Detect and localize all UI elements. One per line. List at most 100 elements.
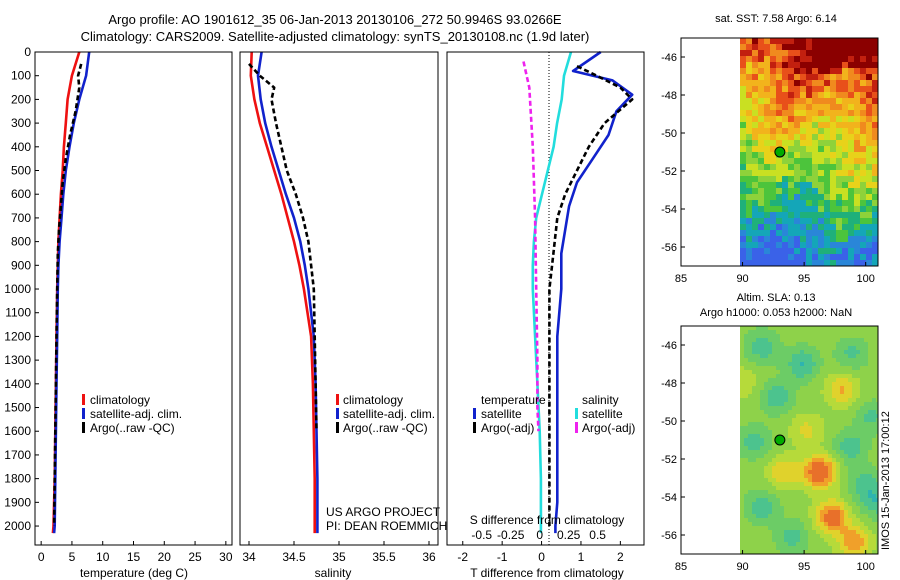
sla-cell (772, 502, 776, 506)
depth-tick-label: 1500 (4, 401, 31, 415)
sst-cell (800, 50, 806, 56)
sla-cell (836, 366, 840, 370)
sla-cell (800, 426, 804, 430)
sla-cell (832, 350, 836, 354)
sst-cell (788, 86, 794, 92)
depth-tick-label: 1000 (4, 282, 31, 296)
sla-cell (800, 422, 804, 426)
sla-cell (816, 510, 820, 514)
sla-cell (800, 538, 804, 542)
sst-cell (746, 254, 752, 260)
sla-cell (872, 430, 876, 434)
sla-cell (784, 450, 788, 454)
sst-cell (800, 62, 806, 68)
sst-cell (854, 134, 860, 140)
sst-cell (746, 140, 752, 146)
sla-cell (740, 474, 744, 478)
sla-cell (792, 394, 796, 398)
sla-cell (876, 382, 878, 386)
sst-cell (818, 230, 824, 236)
sla-cell (740, 446, 744, 450)
sst-cell (830, 80, 836, 86)
sla-cell (780, 326, 784, 330)
sla-cell (824, 346, 828, 350)
sst-cell (872, 254, 878, 260)
sla-cell (876, 422, 878, 426)
sla-cell (792, 530, 796, 534)
sla-cell (780, 514, 784, 518)
sst-cell (770, 140, 776, 146)
sst-cell (854, 80, 860, 86)
sla-cell (868, 482, 872, 486)
sla-cell (824, 534, 828, 538)
sst-cell (806, 212, 812, 218)
sst-cell (800, 170, 806, 176)
sst-cell (836, 122, 842, 128)
sla-cell (860, 486, 864, 490)
sla-cell (776, 546, 780, 550)
sla-cell (740, 330, 744, 334)
sla-cell (852, 510, 856, 514)
sst-cell (758, 44, 764, 50)
sla-cell (824, 510, 828, 514)
sla-cell (760, 462, 764, 466)
sla-cell (836, 426, 840, 430)
sla-cell (852, 426, 856, 430)
sla-cell (748, 462, 752, 466)
sst-cell (782, 200, 788, 206)
sla-cell (868, 362, 872, 366)
sla-cell (768, 466, 772, 470)
sla-cell (852, 338, 856, 342)
sla-cell (856, 354, 860, 358)
sla-cell (844, 466, 848, 470)
sst-cell (764, 104, 770, 110)
sst-cell (764, 158, 770, 164)
sst-cell (860, 80, 866, 86)
sla-cell (816, 410, 820, 414)
sla-cell (772, 538, 776, 542)
sst-cell (752, 128, 758, 134)
sla-cell (828, 546, 832, 550)
sla-cell (744, 470, 748, 474)
sla-cell (760, 526, 764, 530)
sla-cell (816, 478, 820, 482)
sla-cell (864, 518, 868, 522)
sst-cell (860, 158, 866, 164)
sla-cell (816, 502, 820, 506)
sla-cell (840, 518, 844, 522)
sla-cell (804, 418, 808, 422)
sla-cell (844, 450, 848, 454)
sst-cell (824, 230, 830, 236)
sla-cell (740, 414, 744, 418)
sst-cell (788, 206, 794, 212)
sla-cell (872, 526, 876, 530)
sla-cell (832, 438, 836, 442)
sla-cell (844, 534, 848, 538)
sla-cell (784, 362, 788, 366)
sla-cell (748, 474, 752, 478)
sla-cell (860, 354, 864, 358)
sla-cell (868, 494, 872, 498)
sla-cell (788, 474, 792, 478)
sla-cell (872, 398, 876, 402)
sla-cell (792, 386, 796, 390)
sla-cell (852, 546, 856, 550)
sla-cell (840, 366, 844, 370)
sst-cell (872, 206, 878, 212)
sla-cell (876, 374, 878, 378)
sla-cell (868, 418, 872, 422)
sst-cell (812, 104, 818, 110)
sla-cell (856, 366, 860, 370)
sla-cell (804, 398, 808, 402)
sla-cell (832, 398, 836, 402)
sla-cell (848, 330, 852, 334)
sst-cell (788, 110, 794, 116)
sst-cell (818, 56, 824, 62)
sst-cell (818, 134, 824, 140)
sst-cell (824, 260, 830, 266)
sla-cell (864, 454, 868, 458)
sla-cell (816, 422, 820, 426)
sla-cell (876, 418, 878, 422)
sla-cell (876, 506, 878, 510)
sla-cell (856, 422, 860, 426)
